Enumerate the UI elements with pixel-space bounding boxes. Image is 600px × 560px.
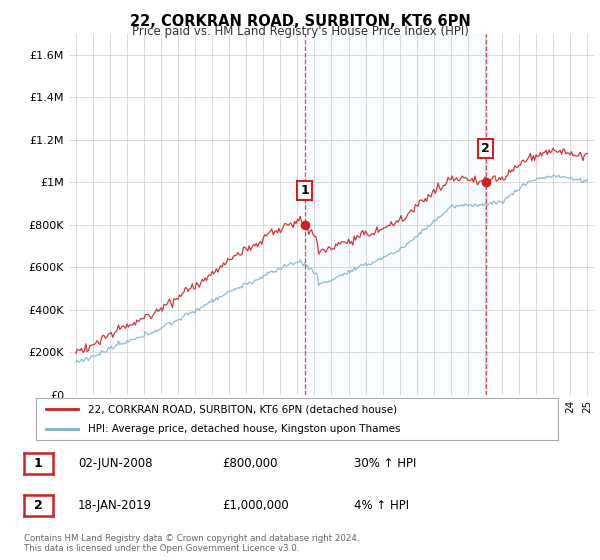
Text: 22, CORKRAN ROAD, SURBITON, KT6 6PN (detached house): 22, CORKRAN ROAD, SURBITON, KT6 6PN (det…: [88, 404, 397, 414]
Text: £800,000: £800,000: [222, 457, 277, 470]
Text: 02-JUN-2008: 02-JUN-2008: [78, 457, 152, 470]
Text: Contains HM Land Registry data © Crown copyright and database right 2024.
This d: Contains HM Land Registry data © Crown c…: [24, 534, 359, 553]
Text: 18-JAN-2019: 18-JAN-2019: [78, 499, 152, 512]
Text: 4% ↑ HPI: 4% ↑ HPI: [354, 499, 409, 512]
Text: £1,000,000: £1,000,000: [222, 499, 289, 512]
Text: Price paid vs. HM Land Registry's House Price Index (HPI): Price paid vs. HM Land Registry's House …: [131, 25, 469, 38]
Text: 1: 1: [300, 184, 309, 197]
Text: 1: 1: [34, 457, 43, 470]
Text: 2: 2: [481, 142, 490, 155]
Text: 30% ↑ HPI: 30% ↑ HPI: [354, 457, 416, 470]
Bar: [305, 34, 486, 395]
Text: 2: 2: [34, 499, 43, 512]
Text: 22, CORKRAN ROAD, SURBITON, KT6 6PN: 22, CORKRAN ROAD, SURBITON, KT6 6PN: [130, 14, 470, 29]
Text: HPI: Average price, detached house, Kingston upon Thames: HPI: Average price, detached house, King…: [88, 424, 401, 434]
